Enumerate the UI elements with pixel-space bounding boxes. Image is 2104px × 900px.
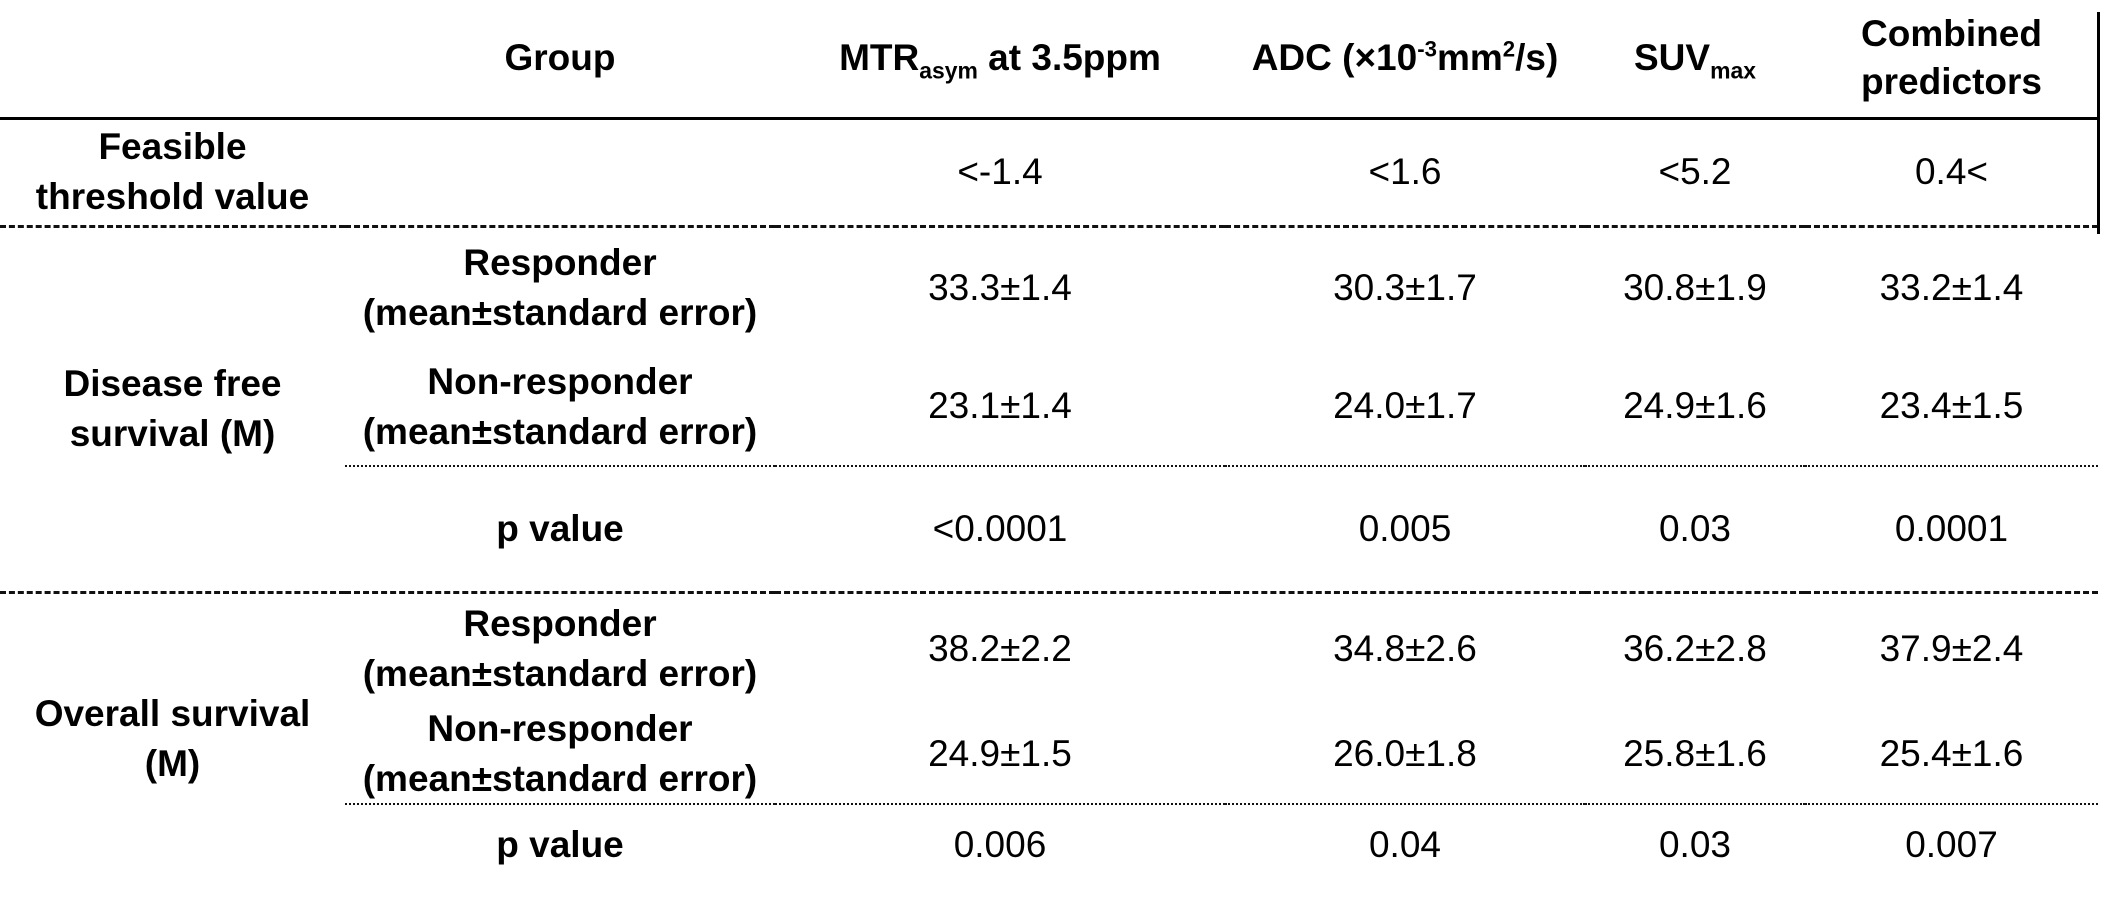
row-label-threshold-line1: Feasible — [98, 126, 247, 168]
col-header-group: Group — [345, 0, 775, 120]
adc-part2: mm — [1436, 37, 1503, 79]
cell-os-pvalue-suv: 0.03 — [1658, 823, 1731, 865]
cell-os-nonresponder-mtr: 24.9±1.5 — [775, 704, 1225, 806]
cell-threshold-suv: <5.2 — [1585, 118, 1805, 228]
row-os-responder: Overall survival (M) Responder (mean±sta… — [0, 592, 2098, 784]
row-os-pvalue: p value 0.006 0.04 0.03 0.007 — [0, 804, 2098, 884]
cell-threshold-mtr: <-1.4 — [775, 118, 1225, 228]
dfs-responder-line2: (mean±standard error) — [362, 291, 758, 333]
row-dfs-pvalue: p value <0.0001 0.005 0.03 0.0001 — [0, 466, 2098, 594]
cell-dfs-pvalue-adc: 0.005 — [1225, 466, 1585, 594]
dfs-nonresponder-line1: Non-responder — [427, 360, 693, 402]
os-responder-line2: (mean±standard error) — [362, 652, 758, 694]
cell-os-nonresponder-group: Non-responder (mean±standard error) — [345, 704, 775, 806]
row-dfs-responder: Disease free survival (M) Responder (mea… — [0, 226, 2098, 594]
cell-dfs-pvalue-suv: 0.03 — [1585, 466, 1805, 594]
mtr-subscript: asym — [919, 57, 978, 84]
col-header-adc: ADC (×10-3mm2/s) — [1225, 0, 1585, 120]
cell-os-nonresponder-combined: 25.4±1.6 — [1805, 704, 2098, 806]
adc-part1: ADC (×10 — [1251, 37, 1418, 79]
row-label-dfs-line1: Disease free — [63, 363, 282, 405]
adc-superscript-exp: -3 — [1417, 36, 1437, 62]
row-label-os: Overall survival (M) — [0, 592, 345, 884]
os-nonresponder-line1: Non-responder — [427, 708, 693, 749]
cell-threshold-combined: 0.4< — [1805, 118, 2098, 228]
cell-os-responder-adc: 34.8±2.6 — [1333, 627, 1477, 669]
row-label-os-line1: Overall survival — [34, 693, 311, 735]
cell-threshold-adc: <1.6 — [1225, 118, 1585, 228]
cell-threshold-group-empty — [345, 118, 775, 228]
cell-dfs-nonresponder-group: Non-responder (mean±standard error) — [345, 348, 775, 467]
cell-dfs-responder-adc: 30.3±1.7 — [1333, 266, 1477, 308]
cell-dfs-pvalue-mtr: <0.0001 — [775, 466, 1225, 594]
cell-dfs-pvalue-label: p value — [345, 466, 775, 594]
cell-dfs-nonresponder-suv: 24.9±1.6 — [1585, 348, 1805, 467]
cell-os-nonresponder-suv: 25.8±1.6 — [1585, 704, 1805, 806]
table-right-edge-line — [2097, 12, 2100, 234]
adc-part3: /s) — [1515, 37, 1559, 79]
row-label-dfs-line2: survival (M) — [69, 413, 276, 454]
results-table: Group MTRasym at 3.5ppm ADC (×10-3mm2/s)… — [0, 0, 2098, 884]
cell-dfs-nonresponder-combined: 23.4±1.5 — [1805, 348, 2098, 467]
row-threshold: Feasible threshold value <-1.4 <1.6 <5.2… — [0, 118, 2098, 228]
suv-subscript: max — [1710, 57, 1756, 84]
col-header-suv: SUVmax — [1585, 0, 1805, 120]
cell-dfs-responder-suv: 30.8±1.9 — [1623, 266, 1767, 308]
cell-os-pvalue-mtr: 0.006 — [953, 823, 1047, 865]
cell-dfs-nonresponder-mtr: 23.1±1.4 — [775, 348, 1225, 467]
mtr-base: MTR — [839, 37, 920, 79]
col-header-combined-label: Combined predictors — [1861, 13, 2042, 103]
mtr-rest: at 3.5ppm — [977, 37, 1161, 79]
cell-os-responder-combined: 37.9±2.4 — [1879, 627, 2024, 669]
os-responder-line1: Responder — [463, 603, 657, 645]
dfs-responder-line1: Responder — [463, 242, 657, 284]
cell-os-nonresponder-adc: 26.0±1.8 — [1225, 704, 1585, 806]
dfs-nonresponder-line2: (mean±standard error) — [362, 410, 758, 452]
cell-os-responder-suv: 36.2±2.8 — [1623, 627, 1767, 669]
row-os-nonresponder: Non-responder (mean±standard error) 24.9… — [0, 704, 2098, 806]
cell-dfs-nonresponder-adc: 24.0±1.7 — [1225, 348, 1585, 467]
adc-superscript-sq: 2 — [1502, 36, 1516, 62]
row-label-dfs: Disease free survival (M) — [0, 226, 345, 594]
cell-os-responder-mtr: 38.2±2.2 — [928, 627, 1072, 669]
cell-os-pvalue-label: p value — [496, 823, 624, 865]
cell-os-responder-group: Responder (mean±standard error) — [345, 592, 775, 704]
cell-dfs-responder-combined: 33.2±1.4 — [1879, 266, 2024, 308]
col-header-group-label: Group — [504, 37, 616, 79]
row-label-os-line2: (M) — [144, 742, 201, 784]
cell-dfs-responder-mtr: 33.3±1.4 — [928, 266, 1072, 308]
cell-dfs-responder-group: Responder (mean±standard error) — [345, 226, 775, 348]
row-label-threshold: Feasible threshold value — [0, 118, 345, 228]
row-label-threshold-line2: threshold value — [35, 176, 310, 217]
row-dfs-nonresponder: Non-responder (mean±standard error) 23.1… — [0, 348, 2098, 467]
cell-os-pvalue-adc: 0.04 — [1368, 823, 1441, 865]
header-row: Group MTRasym at 3.5ppm ADC (×10-3mm2/s)… — [0, 0, 2098, 120]
os-nonresponder-line2: (mean±standard error) — [362, 757, 758, 799]
col-header-blank — [0, 0, 345, 120]
col-header-combined: Combined predictors — [1805, 0, 2098, 120]
col-header-mtr: MTRasym at 3.5ppm — [775, 0, 1225, 120]
cell-os-pvalue-combined: 0.007 — [1905, 823, 1998, 865]
cell-dfs-pvalue-combined: 0.0001 — [1805, 466, 2098, 594]
suv-base: SUV — [1634, 37, 1711, 79]
